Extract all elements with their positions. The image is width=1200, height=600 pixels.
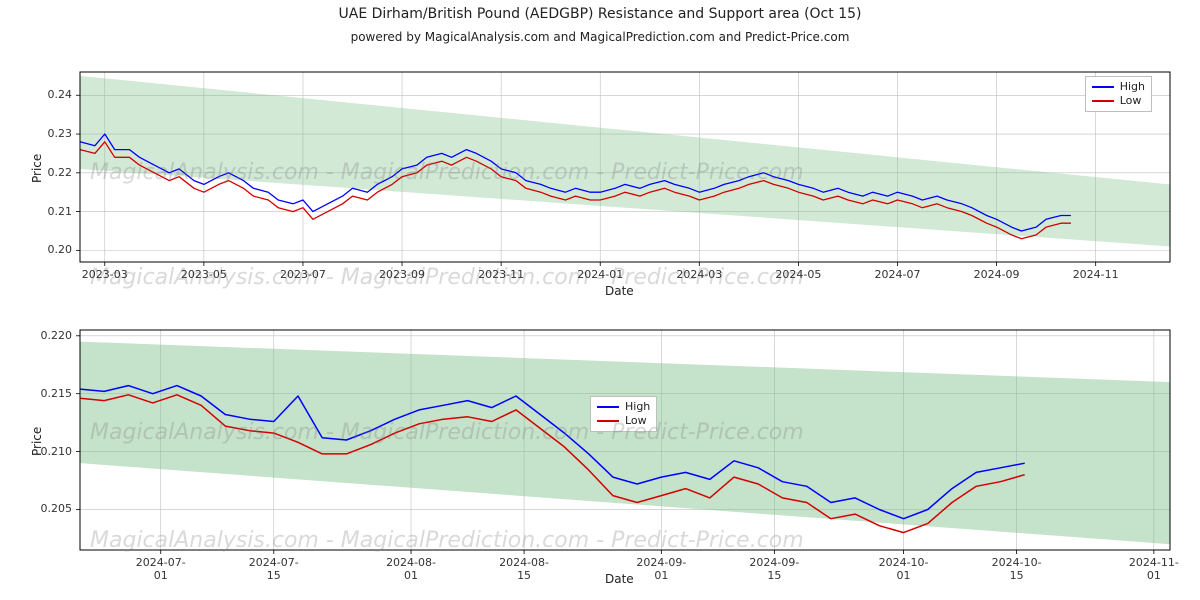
top-chart bbox=[0, 0, 1200, 600]
bottom-legend: HighLow bbox=[590, 396, 657, 432]
x-tick-label: 2024-11-01 bbox=[1124, 556, 1184, 582]
legend-label: Low bbox=[1120, 94, 1142, 108]
x-tick-label: 2024-10-01 bbox=[874, 556, 934, 582]
y-tick-label: 0.24 bbox=[48, 88, 73, 101]
x-tick-label: 2024-11 bbox=[1066, 268, 1126, 281]
x-tick-label: 2024-09 bbox=[967, 268, 1027, 281]
x-tick-label: 2023-09 bbox=[372, 268, 432, 281]
legend-label: High bbox=[625, 400, 650, 414]
x-tick-label: 2024-07-15 bbox=[244, 556, 304, 582]
x-tick-label: 2024-08-15 bbox=[494, 556, 554, 582]
y-tick-label: 0.215 bbox=[41, 387, 73, 400]
figure: UAE Dirham/British Pound (AEDGBP) Resist… bbox=[0, 0, 1200, 600]
legend-swatch bbox=[1092, 86, 1114, 88]
y-tick-label: 0.20 bbox=[48, 243, 73, 256]
x-axis-label: Date bbox=[605, 284, 634, 298]
x-tick-label: 2024-03 bbox=[669, 268, 729, 281]
x-tick-label: 2023-05 bbox=[174, 268, 234, 281]
y-tick-label: 0.220 bbox=[41, 329, 73, 342]
x-tick-label: 2024-07-01 bbox=[131, 556, 191, 582]
x-tick-label: 2024-07 bbox=[868, 268, 928, 281]
legend-label: Low bbox=[625, 414, 647, 428]
legend-item: Low bbox=[1092, 94, 1145, 108]
legend-item: Low bbox=[597, 414, 650, 428]
x-tick-label: 2024-08-01 bbox=[381, 556, 441, 582]
top-legend: HighLow bbox=[1085, 76, 1152, 112]
x-tick-label: 2023-07 bbox=[273, 268, 333, 281]
x-tick-label: 2024-01 bbox=[570, 268, 630, 281]
legend-item: High bbox=[1092, 80, 1145, 94]
y-tick-label: 0.23 bbox=[48, 127, 73, 140]
x-tick-label: 2024-09-01 bbox=[631, 556, 691, 582]
legend-swatch bbox=[597, 406, 619, 408]
x-tick-label: 2024-10-15 bbox=[987, 556, 1047, 582]
y-axis-label: Price bbox=[30, 154, 44, 183]
x-axis-label: Date bbox=[605, 572, 634, 586]
legend-item: High bbox=[597, 400, 650, 414]
x-tick-label: 2023-03 bbox=[75, 268, 135, 281]
legend-label: High bbox=[1120, 80, 1145, 94]
y-tick-label: 0.21 bbox=[48, 205, 73, 218]
y-axis-label: Price bbox=[30, 427, 44, 456]
y-tick-label: 0.210 bbox=[41, 445, 73, 458]
legend-swatch bbox=[1092, 100, 1114, 102]
legend-swatch bbox=[597, 420, 619, 422]
y-tick-label: 0.205 bbox=[41, 502, 73, 515]
x-tick-label: 2024-05 bbox=[768, 268, 828, 281]
y-tick-label: 0.22 bbox=[48, 166, 73, 179]
x-tick-label: 2023-11 bbox=[471, 268, 531, 281]
x-tick-label: 2024-09-15 bbox=[744, 556, 804, 582]
